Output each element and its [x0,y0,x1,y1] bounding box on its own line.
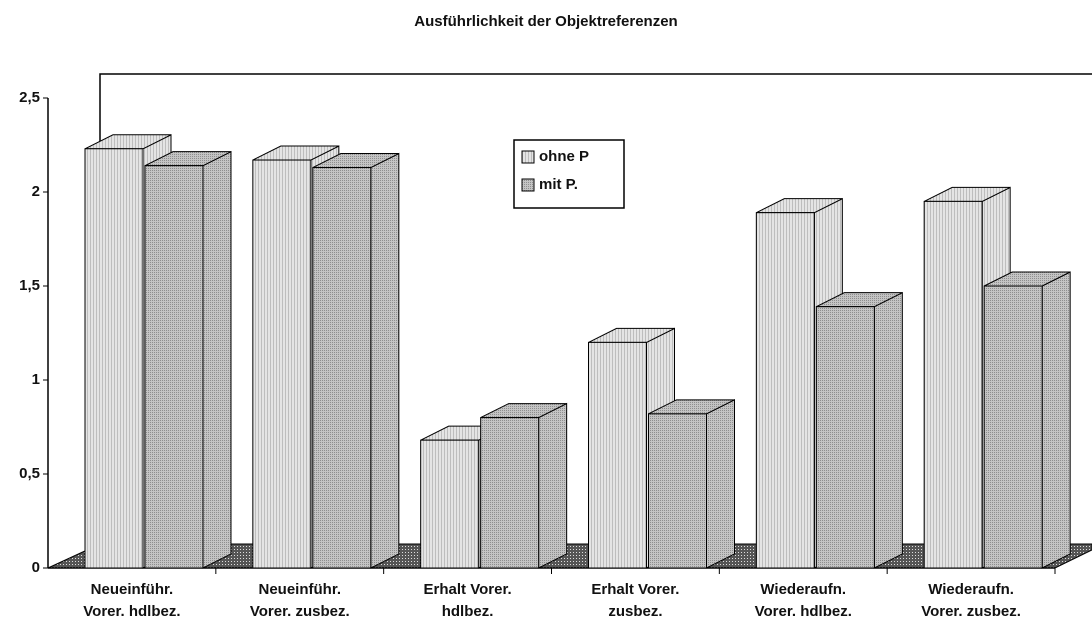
bar [648,399,735,569]
bar-side [202,150,232,569]
legend-label: mit P. [539,176,578,193]
bar-front [815,306,875,569]
bar-front [420,439,480,569]
bar-front [648,413,707,569]
y-tick-label: 2,5 [19,89,40,106]
x-tick-label: Neueinführ. Vorer. hdlbez. [83,581,180,620]
bar-side [706,399,735,569]
x-tick-label: Wiederaufn. Vorer. hdlbez. [755,581,852,620]
bar [144,150,232,569]
x-tick-label: Erhalt Vorer. hdlbez. [424,581,512,620]
bar-side [873,291,903,569]
y-tick-label: 0 [32,559,40,576]
bar [815,291,903,569]
x-tick-label: Wiederaufn. Vorer. zusbez. [921,581,1021,620]
legend-swatch [521,178,535,192]
bar-front [588,341,647,569]
y-tick-label: 0,5 [19,465,40,482]
bar-front [312,167,372,569]
bar-front [480,417,540,569]
x-tick-label: Neueinführ. Vorer. zusbez. [250,581,350,620]
bar-front [755,212,815,569]
bar-front [84,148,144,569]
bar-front [923,200,983,569]
bar [480,402,568,569]
bar-front [252,159,312,569]
y-tick-label: 1,5 [19,277,40,294]
legend-label: ohne P [539,148,589,165]
x-tick-label: Erhalt Vorer. zusbez. [591,581,679,620]
bar [983,271,1071,569]
bar-front [983,285,1043,569]
bar-side [370,152,400,569]
chart-title: Ausführlichkeit der Objektreferenzen [414,13,677,30]
y-tick-label: 2 [32,183,40,200]
bar-side [1041,271,1071,569]
bar [312,152,400,569]
bar-side [538,402,568,569]
legend-swatch [521,150,535,164]
bar-front [144,165,204,569]
bar [755,197,843,569]
y-tick-label: 1 [32,371,40,388]
